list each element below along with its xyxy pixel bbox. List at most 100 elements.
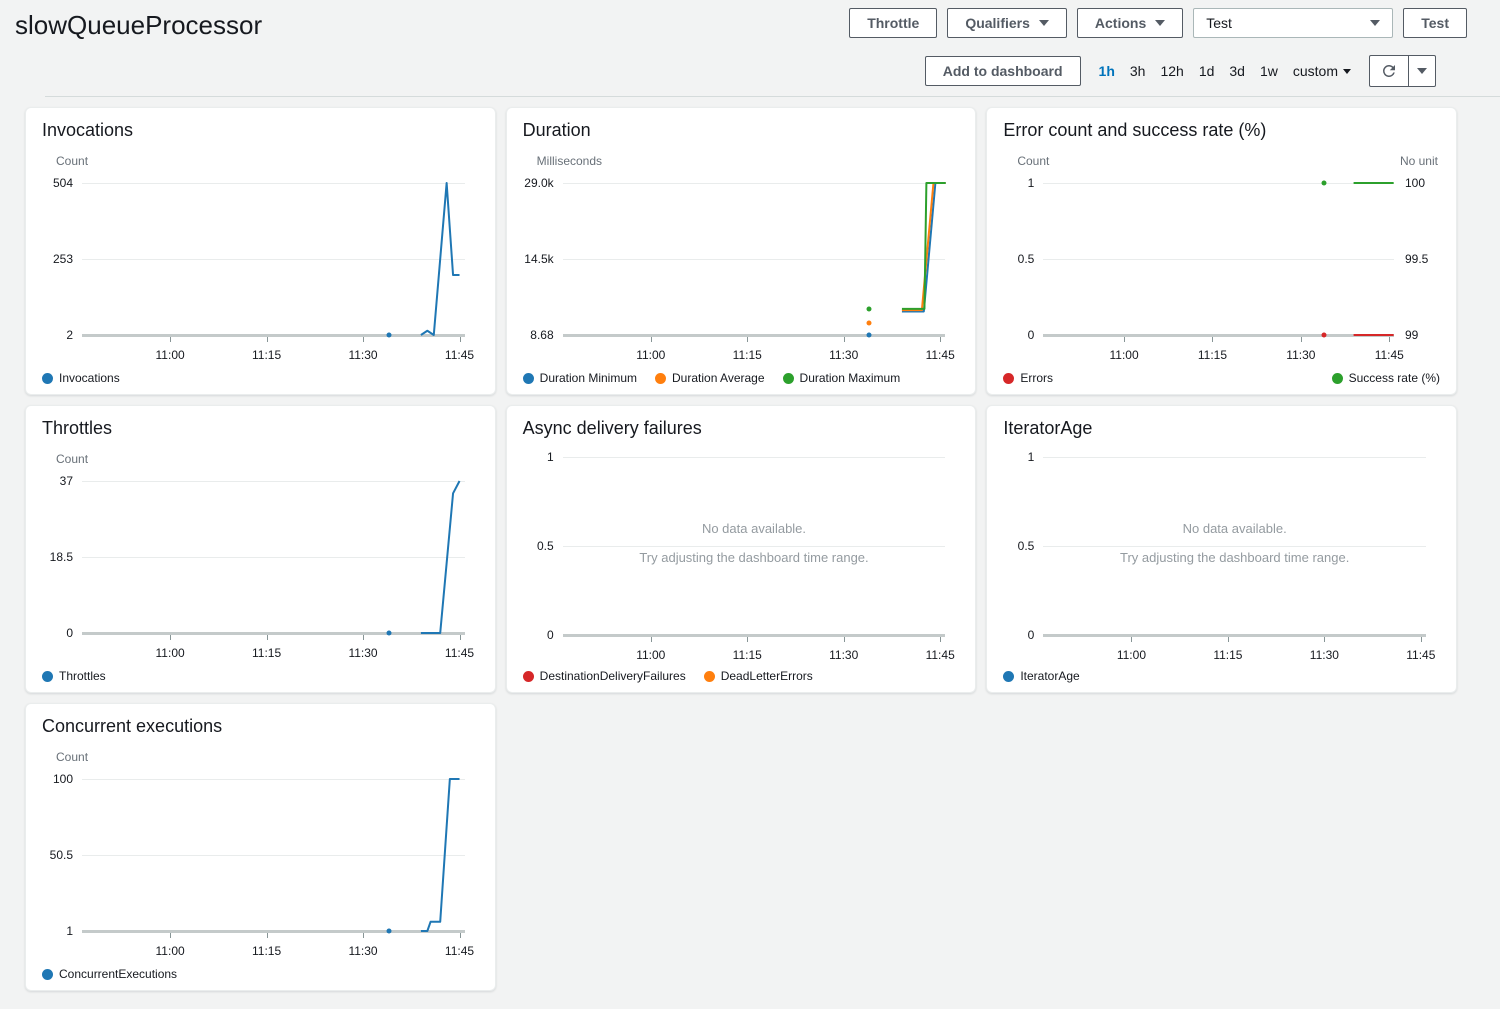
qualifiers-dropdown[interactable]: Qualifiers xyxy=(947,8,1067,38)
chart-card-invocations: Invocations Count 504 253 2 11:00 11:15 11:30… xyxy=(25,107,496,395)
legend-item-deadlettererrors[interactable]: DeadLetterErrors xyxy=(703,669,813,683)
legend-item-invocations[interactable]: Invocations xyxy=(42,371,120,385)
x-axis-tick-mark xyxy=(1324,637,1326,642)
test-event-select-value: Test xyxy=(1206,15,1232,31)
time-range-1h[interactable]: 1h xyxy=(1098,63,1115,79)
chart-plot-area[interactable]: 37 18.5 0 11:00 11:15 11:30 11:45 xyxy=(50,474,474,660)
y-axis-tick-label: 0 xyxy=(1027,628,1035,642)
y-axis-tick-label: 1 xyxy=(66,924,73,938)
test-button[interactable]: Test xyxy=(1403,8,1467,38)
legend-item-iteratorage[interactable]: IteratorAge xyxy=(1003,669,1080,683)
chart-plot-area[interactable]: 29.0k 14.5k 8.68 11:00 11:15 11:30 11:45 xyxy=(524,176,954,362)
chart-plot-area[interactable]: 100 50.5 1 11:00 11:15 11:30 11:45 xyxy=(50,772,474,958)
y-axis-tick-label: 100 xyxy=(52,772,73,786)
series-point xyxy=(866,320,872,326)
x-axis-tick-label: 11:00 xyxy=(636,648,666,662)
throttle-button[interactable]: Throttle xyxy=(849,8,938,38)
refresh-options-button[interactable] xyxy=(1409,55,1436,87)
time-range-12h[interactable]: 12h xyxy=(1160,63,1184,79)
gridline xyxy=(562,457,946,458)
actions-dropdown[interactable]: Actions xyxy=(1076,8,1184,38)
x-axis-tick-mark xyxy=(170,635,172,640)
x-axis-tick-label: 11:30 xyxy=(1286,348,1316,362)
chart-plot-area[interactable]: 504 253 2 11:00 11:15 11:30 11:45 xyxy=(53,176,474,362)
x-axis-line xyxy=(1043,334,1394,337)
x-axis-tick-label: 11:15 xyxy=(1213,648,1243,662)
legend-item-success-rate-[interactable]: Success rate (%) xyxy=(1331,371,1440,385)
chart-plot-area[interactable]: 1 0.5 0 11:00 11:15 11:30 11:45 No data availab… xyxy=(1018,450,1436,662)
legend-item-duration-average[interactable]: Duration Average xyxy=(655,371,765,385)
chart-series xyxy=(82,481,465,633)
x-axis-tick-label: 11:15 xyxy=(732,348,762,362)
test-event-select[interactable]: Test xyxy=(1193,8,1394,38)
x-axis-line xyxy=(82,632,465,635)
y-axis-tick-label: 0.5 xyxy=(536,539,554,553)
y-axis-tick-label: 1 xyxy=(546,450,554,464)
y-axis-tick-label: 0.5 xyxy=(1017,539,1035,553)
legend-item-throttles[interactable]: Throttles xyxy=(42,669,106,683)
gridline xyxy=(82,259,465,260)
add-to-dashboard-button[interactable]: Add to dashboard xyxy=(924,56,1081,86)
x-axis-tick-label: 11:30 xyxy=(829,348,859,362)
x-axis-tick-mark xyxy=(1420,637,1422,642)
x-axis-tick-mark xyxy=(1300,337,1302,342)
y-axis-tick-label: 0.5 xyxy=(1017,252,1035,266)
x-axis-tick-label: 11:30 xyxy=(348,646,378,660)
x-axis-tick-label: 11:15 xyxy=(251,944,282,958)
legend-label: ConcurrentExecutions xyxy=(59,967,178,981)
x-axis-tick-mark xyxy=(170,337,172,342)
refresh-icon xyxy=(1382,64,1395,77)
legend-item-destinationdeliveryfailures[interactable]: DestinationDeliveryFailures xyxy=(522,669,686,683)
time-range-1d[interactable]: 1d xyxy=(1198,63,1215,79)
x-axis-tick-mark xyxy=(1227,637,1229,642)
chart-card-concurrent-executions: Concurrent executions Count 100 50.5 1 11:0… xyxy=(25,703,496,991)
x-axis-tick-label: 11:00 xyxy=(155,944,185,958)
time-range-3h[interactable]: 3h xyxy=(1129,63,1146,79)
x-axis-line xyxy=(562,334,946,337)
series-line-throttles xyxy=(421,481,460,633)
chart-series xyxy=(563,183,946,335)
chart-legend: Invocations xyxy=(42,371,479,385)
x-axis-tick-mark xyxy=(459,933,461,938)
legend-dot xyxy=(703,670,715,682)
series-point xyxy=(866,332,872,338)
legend-item-concurrentexecutions[interactable]: ConcurrentExecutions xyxy=(42,967,177,981)
x-axis-tick-label: 11:15 xyxy=(251,646,282,660)
x-axis-tick-mark xyxy=(1124,337,1126,342)
legend-item-duration-maximum[interactable]: Duration Maximum xyxy=(782,371,900,385)
x-axis-tick-mark xyxy=(1212,337,1214,342)
gridline xyxy=(1043,183,1394,184)
chart-card-throttles: Throttles Count 37 18.5 0 11:00 11:15 11:30 11… xyxy=(25,405,496,693)
chart-plot-area[interactable]: 1 0.5 0 11:00 11:15 11:30 11:45 No data availab… xyxy=(537,450,955,662)
y-axis-unit-label: Milliseconds xyxy=(536,154,603,168)
refresh-button[interactable] xyxy=(1369,55,1409,87)
chart-series xyxy=(82,779,465,931)
page-title: slowQueueProcessor xyxy=(15,10,263,40)
time-range-3d[interactable]: 3d xyxy=(1229,63,1245,79)
x-axis-tick-label: 11:15 xyxy=(251,348,282,362)
header-actions: Throttle Qualifiers Actions Test Test xyxy=(849,8,1467,38)
chart-title: Duration xyxy=(522,120,591,140)
x-axis-tick-label: 11:45 xyxy=(925,348,955,362)
chart-plot-area[interactable]: 1 0.5 0 100 99.5 99 11:00 11:15 11:30 11:45 xyxy=(1018,176,1429,362)
x-axis-tick-label: 11:00 xyxy=(1109,348,1139,362)
x-axis-tick-mark xyxy=(266,337,268,342)
throttle-button-label: Throttle xyxy=(867,15,920,31)
chart-legend: IteratorAge xyxy=(1003,669,1440,683)
legend-dot xyxy=(42,670,53,682)
x-axis-tick-label: 11:30 xyxy=(348,348,378,362)
x-axis-tick-mark xyxy=(363,337,365,342)
time-range-custom[interactable]: custom xyxy=(1293,63,1351,79)
x-axis-tick-label: 11:45 xyxy=(1406,648,1436,662)
legend-item-duration-minimum[interactable]: Duration Minimum xyxy=(522,371,637,385)
series-point xyxy=(386,630,392,636)
legend-dot xyxy=(782,372,794,384)
chart-legend: ConcurrentExecutions xyxy=(42,967,479,981)
x-axis-tick-mark xyxy=(266,933,268,938)
monitoring-toolbar: Add to dashboard 1h 3h 12h 1d 3d 1w cust… xyxy=(45,46,1500,97)
x-axis-line xyxy=(82,334,465,337)
time-range-1w[interactable]: 1w xyxy=(1259,63,1278,79)
x-axis-tick-label: 11:00 xyxy=(1116,648,1146,662)
no-data-message: No data available. xyxy=(1182,521,1287,537)
legend-item-errors[interactable]: Errors xyxy=(1003,371,1053,385)
